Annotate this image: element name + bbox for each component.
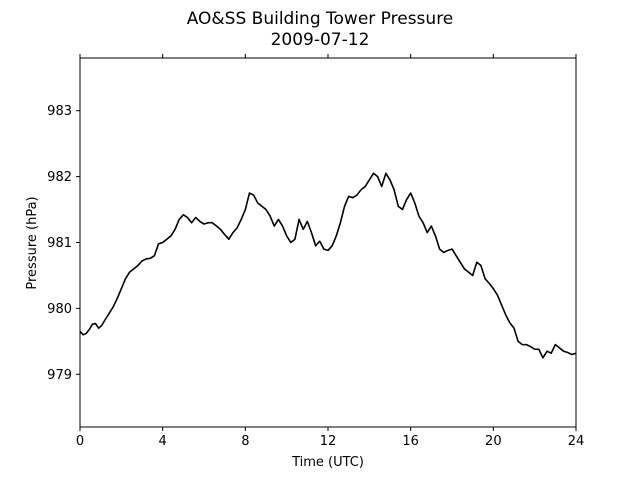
y-tick-label: 982 — [47, 170, 72, 185]
x-tick-label: 0 — [76, 434, 84, 449]
tick-labels: 0 4 8 12 16 20 24 979 980 981 982 983 — [47, 104, 584, 449]
x-tick-label: 4 — [159, 434, 167, 449]
x-tick-label: 16 — [402, 434, 419, 449]
x-axis-label: Time (UTC) — [291, 455, 364, 470]
axis-ticks — [76, 54, 577, 431]
y-tick-label: 980 — [47, 302, 72, 317]
y-tick-label: 981 — [47, 236, 72, 251]
x-tick-label: 24 — [568, 434, 585, 449]
y-axis-label: Pressure (hPa) — [25, 196, 40, 289]
x-tick-label: 20 — [485, 434, 502, 449]
y-tick-label: 979 — [47, 368, 72, 383]
chart-title: AO&SS Building Tower Pressure — [187, 9, 454, 29]
plot-area-frame — [79, 57, 577, 428]
chart-subtitle: 2009-07-12 — [271, 30, 370, 50]
pressure-series-line — [79, 172, 577, 359]
y-tick-label: 983 — [47, 104, 72, 119]
x-tick-label: 8 — [241, 434, 249, 449]
x-tick-label: 12 — [320, 434, 337, 449]
